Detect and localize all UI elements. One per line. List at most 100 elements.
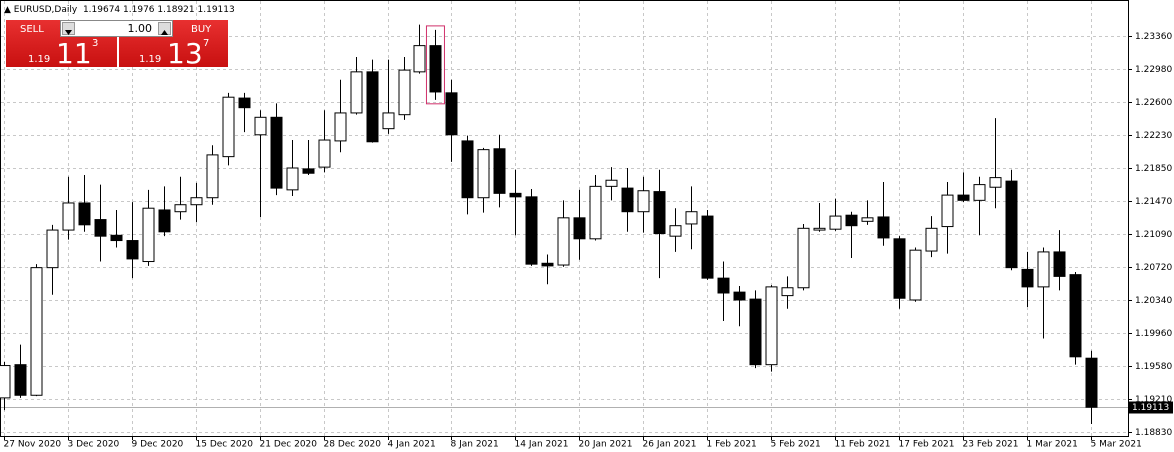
candle-body: [190, 197, 203, 206]
candle-body: [46, 229, 59, 269]
candle-body: [445, 92, 458, 136]
candle-body: [989, 177, 1002, 188]
candle-body: [222, 96, 235, 158]
x-tick-label: 1 Mar 2021: [1027, 440, 1078, 450]
y-tick-label: 1.21470: [1135, 197, 1172, 207]
sell-big: 11: [56, 37, 92, 70]
candle-body: [366, 71, 379, 143]
buy-prefix: 1.19: [139, 54, 162, 65]
selection-box: [425, 25, 445, 105]
candle-body: [1005, 180, 1018, 269]
y-tick-label: 1.21850: [1135, 164, 1172, 174]
chart-header: ▲ EURUSD,Daily 1.19674 1.1976 1.18921 1.…: [4, 5, 235, 15]
candle-body: [398, 69, 411, 116]
candle-body: [334, 112, 347, 142]
x-tick-label: 9 Dec 2020: [132, 440, 184, 450]
x-tick-label: 3 Dec 2020: [68, 440, 120, 450]
candle-body: [493, 148, 506, 194]
candle-body: [845, 214, 858, 227]
candle-body: [797, 227, 810, 289]
lot-down[interactable]: [62, 22, 75, 35]
symbol: EURUSD,Daily: [13, 5, 78, 15]
candle-body: [429, 45, 442, 93]
candle-body: [477, 149, 490, 199]
ohlc-close: 1.19113: [197, 5, 235, 15]
y-tick-label: 1.22230: [1135, 131, 1172, 141]
candle-body: [733, 291, 746, 301]
candle-body: [749, 298, 762, 366]
y-tick-label: 1.18830: [1135, 428, 1172, 438]
candle-body: [701, 215, 714, 279]
x-tick-label: 27 Nov 2020: [4, 440, 62, 450]
candle-body: [158, 209, 171, 233]
ohlc-high: 1.1976: [123, 5, 155, 15]
candle-body: [286, 167, 299, 191]
candle-body: [813, 227, 826, 231]
candle-body: [1053, 251, 1066, 277]
candle-body: [30, 267, 43, 396]
x-tick-label: 1 Feb 2021: [707, 440, 757, 450]
candle-body: [382, 112, 395, 130]
y-tick-label: 1.19960: [1135, 329, 1172, 339]
buy-small: 7: [203, 38, 210, 49]
ohlc-open: 1.19674: [82, 5, 121, 15]
candle-body: [637, 190, 650, 213]
x-tick-label: 5 Mar 2021: [1091, 440, 1142, 450]
x-tick-label: 20 Jan 2021: [579, 440, 633, 450]
candle-body: [877, 216, 890, 239]
y-tick-label: 1.20720: [1135, 263, 1172, 273]
candle-body: [653, 191, 666, 235]
sell-prefix: 1.19: [28, 54, 51, 65]
y-tick-label: 1.23360: [1135, 32, 1172, 42]
candle-body: [318, 139, 331, 168]
y-tick-label: 1.22600: [1135, 98, 1172, 108]
candle-body: [525, 196, 538, 265]
candle-body: [541, 262, 554, 267]
price-label: 1.19113: [1132, 403, 1169, 413]
x-tick-label: 26 Jan 2021: [643, 440, 697, 450]
x-tick-label: 4 Jan 2021: [388, 440, 436, 450]
candle-body: [94, 219, 107, 237]
candle-body: [557, 217, 570, 266]
candle-body: [973, 184, 986, 201]
buy-big: 13: [167, 37, 203, 70]
candle-body: [685, 211, 698, 225]
candle-body: [206, 154, 219, 199]
lot-up[interactable]: [158, 22, 171, 35]
x-tick-label: 23 Feb 2021: [963, 440, 1019, 450]
candle-body: [1069, 274, 1082, 358]
candle-body: [110, 234, 123, 242]
x-tick-label: 17 Feb 2021: [899, 440, 955, 450]
x-tick-label: 11 Feb 2021: [835, 440, 891, 450]
lot-value: 1.00: [127, 22, 153, 35]
x-tick-label: 5 Feb 2021: [771, 440, 821, 450]
candle-body: [1037, 251, 1050, 288]
candle-body: [126, 240, 139, 260]
candle-body: [829, 215, 842, 230]
candle-body: [350, 71, 363, 114]
candle-body: [461, 140, 474, 199]
candle-body: [413, 45, 426, 73]
lot-input[interactable]: 1.00: [60, 20, 173, 37]
x-tick-label: 8 Jan 2021: [451, 440, 499, 450]
x-tick-label: 14 Jan 2021: [515, 440, 569, 450]
candle-body: [957, 194, 970, 201]
y-tick-label: 1.19210: [1135, 395, 1172, 405]
sell-label: SELL: [20, 24, 44, 35]
y-tick-label: 1.22980: [1135, 65, 1172, 75]
candle-body: [909, 249, 922, 301]
candle-body: [893, 238, 906, 299]
candle-body: [302, 168, 315, 174]
candle-body: [78, 202, 91, 226]
candle-body: [861, 217, 874, 222]
y-tick-label: 1.21090: [1135, 230, 1172, 240]
ohlc-low: 1.18921: [157, 5, 195, 15]
x-tick-label: 15 Dec 2020: [196, 440, 254, 450]
candle-body: [765, 286, 778, 366]
candle-body: [941, 194, 954, 228]
candle-body: [621, 187, 634, 213]
candle-body: [174, 204, 187, 213]
candle-body: [14, 364, 27, 396]
